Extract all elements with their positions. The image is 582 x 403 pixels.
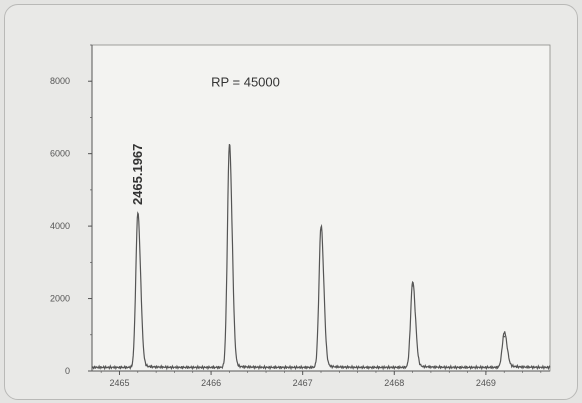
peak-point (228, 147, 231, 150)
y-tick-label: 6000 (50, 149, 70, 159)
resolving-power-annotation: RP = 45000 (211, 75, 280, 90)
peak-mass-label: 2465.1967 (130, 144, 145, 205)
y-tick-label: 0 (65, 366, 70, 376)
peak-point (411, 285, 414, 287)
y-tick-label: 8000 (50, 76, 70, 86)
y-axis: 0 2000 4000 6000 8000 (50, 44, 92, 376)
spectrum-line (91, 143, 551, 371)
x-tick-label: 2465 (109, 378, 129, 388)
x-axis: 2465 2466 2467 2468 2469 (100, 371, 542, 388)
plot-area (91, 44, 551, 372)
x-tick-label: 2466 (201, 378, 221, 388)
x-tick-label: 2468 (384, 378, 404, 388)
peak-point (137, 216, 139, 218)
peak-point (320, 228, 322, 231)
x-tick-label: 2469 (476, 378, 496, 388)
peak-point (503, 335, 506, 338)
y-tick-label: 4000 (50, 221, 70, 231)
y-tick-label: 2000 (50, 294, 70, 304)
x-tick-label: 2467 (293, 378, 313, 388)
peak-marks (137, 147, 506, 338)
